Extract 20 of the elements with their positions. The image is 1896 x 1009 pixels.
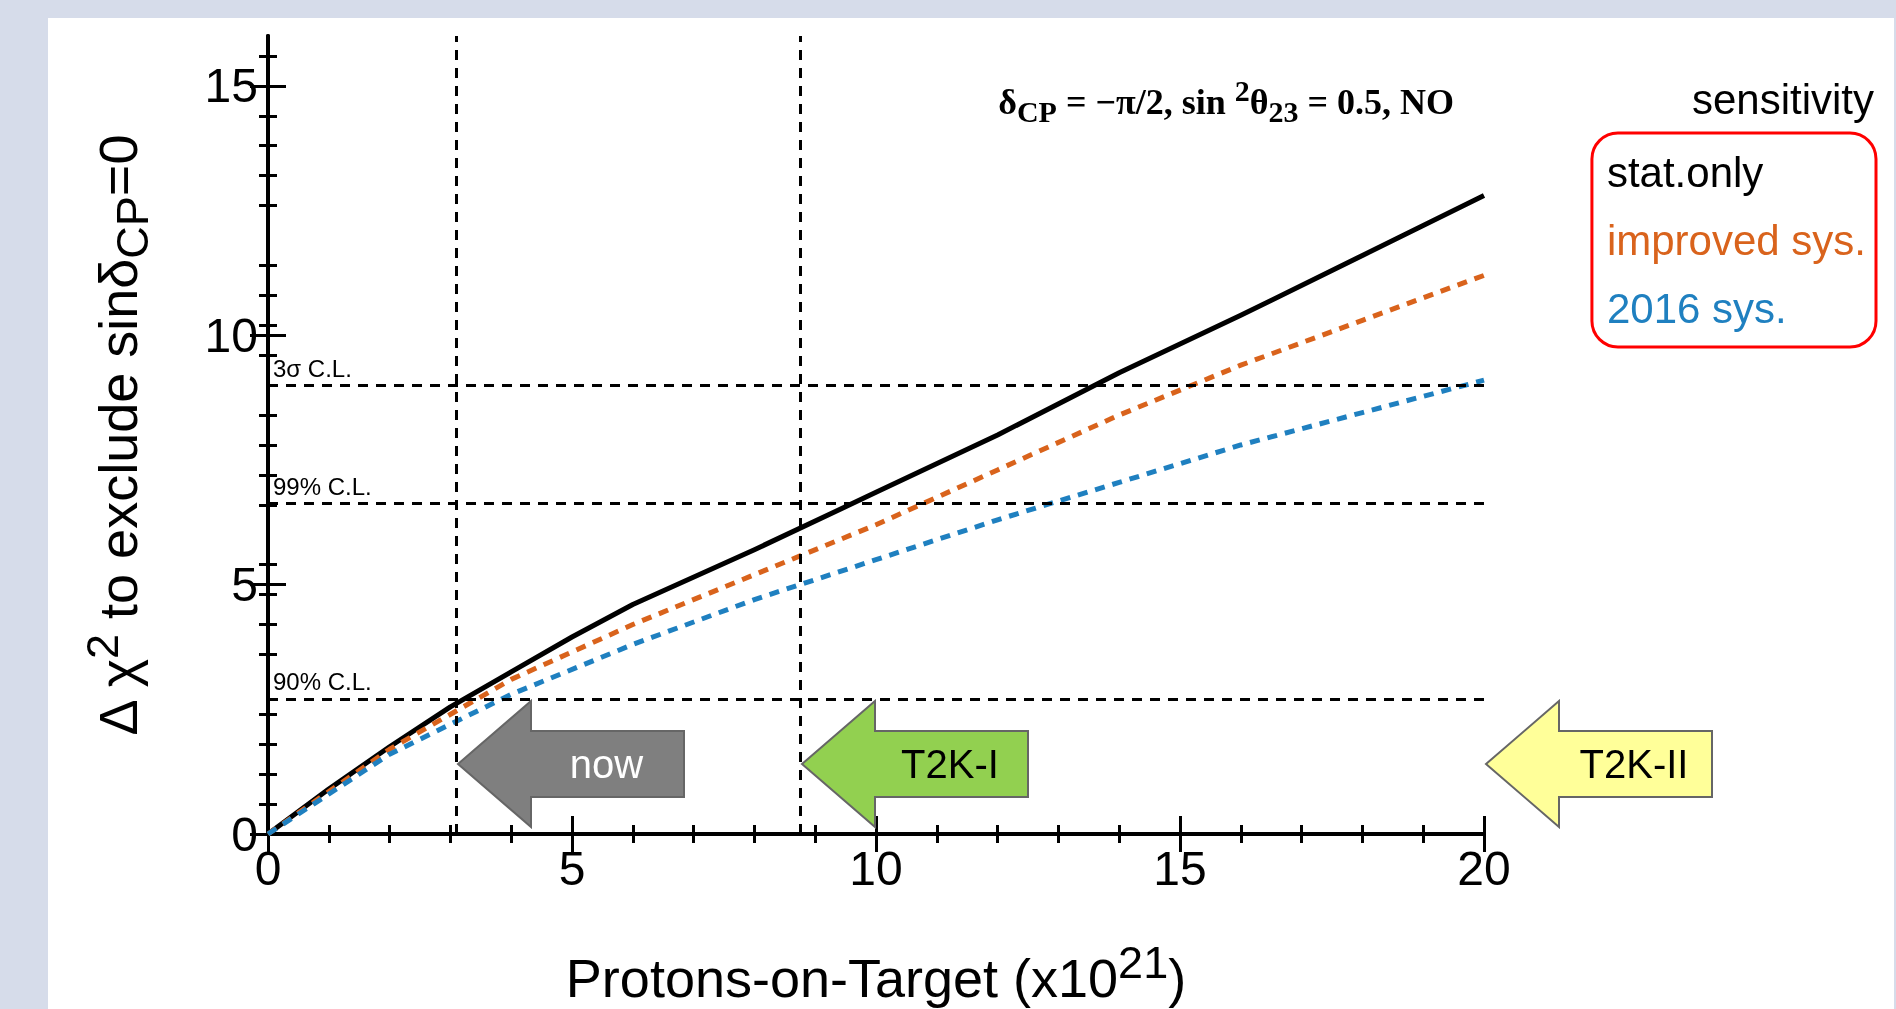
x-tick-label: 15 bbox=[1153, 841, 1207, 895]
text: stat.only bbox=[1606, 148, 1764, 196]
ref-line-label: 3σ C.L. bbox=[273, 354, 352, 382]
annotation: δ$_{CP}$ = −π/2, sin $^{2}$θ$_{23}$ = 0.5, NO bbox=[998, 74, 1454, 130]
y-tick-label: 0 bbox=[231, 807, 258, 861]
x-tick-label: 5 bbox=[558, 841, 586, 895]
y-tick-label: 5 bbox=[231, 558, 258, 612]
y-tick-label: 10 bbox=[204, 308, 258, 362]
text: improved sys. bbox=[1606, 216, 1866, 264]
legend-title: sensitivity bbox=[1691, 76, 1874, 124]
x-axis-title: Protons-on-Target (x10$^{21}$) bbox=[565, 937, 1187, 1009]
annotation: T2K-I bbox=[901, 741, 999, 787]
ref-line-label: 99% C.L. bbox=[273, 472, 372, 500]
x-tick-label: 20 bbox=[1457, 841, 1511, 895]
text: T2K-II bbox=[1579, 741, 1689, 787]
x-tick-label: 10 bbox=[849, 841, 903, 895]
y-tick-label: 15 bbox=[204, 59, 258, 113]
annotation: now bbox=[569, 741, 644, 787]
ref-line-label: 90% C.L. bbox=[273, 668, 372, 696]
text: 2016 sys. bbox=[1606, 284, 1787, 332]
